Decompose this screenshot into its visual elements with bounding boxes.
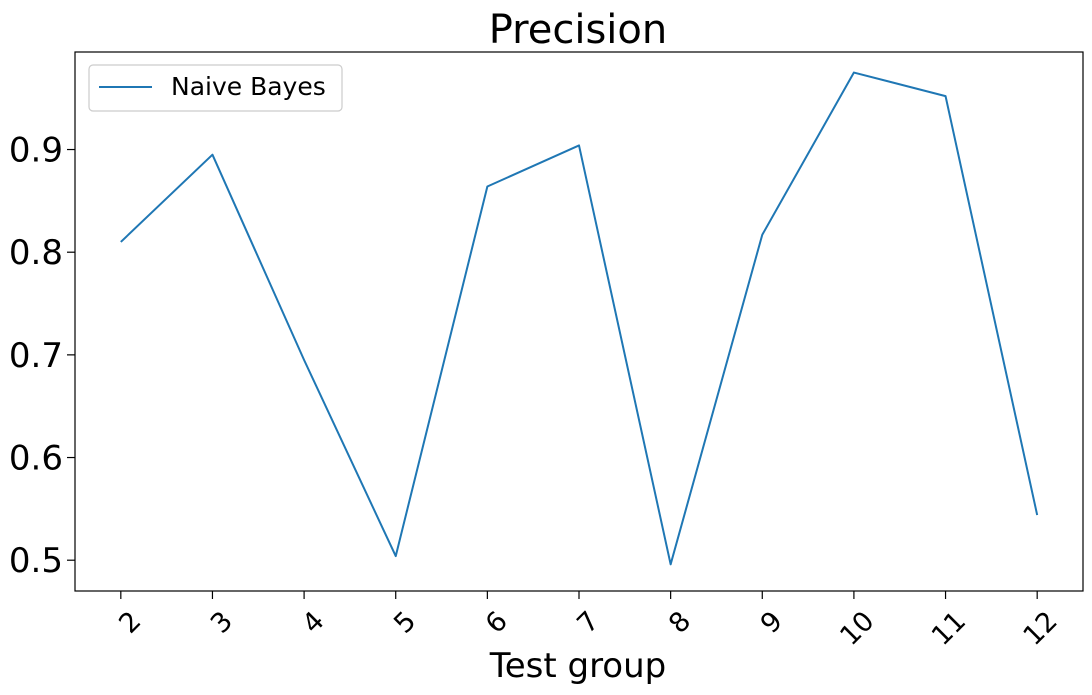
x-tick-label: 7 <box>571 606 605 640</box>
series-layer <box>120 71 1039 566</box>
x-tick-label: 9 <box>755 606 789 640</box>
y-axis: 0.5 0.6 0.7 0.8 0.9 <box>9 131 75 581</box>
y-tick-label: 0.5 <box>9 541 63 581</box>
x-tick-label: 3 <box>205 606 239 640</box>
series-line-naive-bayes <box>120 71 1039 566</box>
y-tick-label: 0.8 <box>9 233 63 273</box>
x-tick-label: 11 <box>926 606 972 652</box>
x-tick-label: 8 <box>663 606 697 640</box>
x-tick-label: 4 <box>297 606 331 640</box>
x-tick-label: 10 <box>834 606 880 652</box>
legend: Naive Bayes <box>88 64 343 112</box>
x-axis: 2 3 4 5 6 7 8 9 10 11 12 <box>113 591 1064 652</box>
x-tick-label: 2 <box>113 606 147 640</box>
y-tick-label: 0.9 <box>9 131 63 171</box>
x-axis-label: Test group <box>489 646 667 686</box>
x-tick-label: 6 <box>480 606 514 640</box>
x-tick-label: 12 <box>1017 606 1063 652</box>
plot-area-frame <box>74 51 1084 592</box>
y-tick-label: 0.7 <box>9 336 63 376</box>
x-tick-label: 5 <box>388 606 422 640</box>
chart-title: Precision <box>489 7 667 53</box>
y-tick-label: 0.6 <box>9 439 63 479</box>
legend-label-naive-bayes: Naive Bayes <box>171 72 326 101</box>
legend-frame <box>88 64 343 112</box>
